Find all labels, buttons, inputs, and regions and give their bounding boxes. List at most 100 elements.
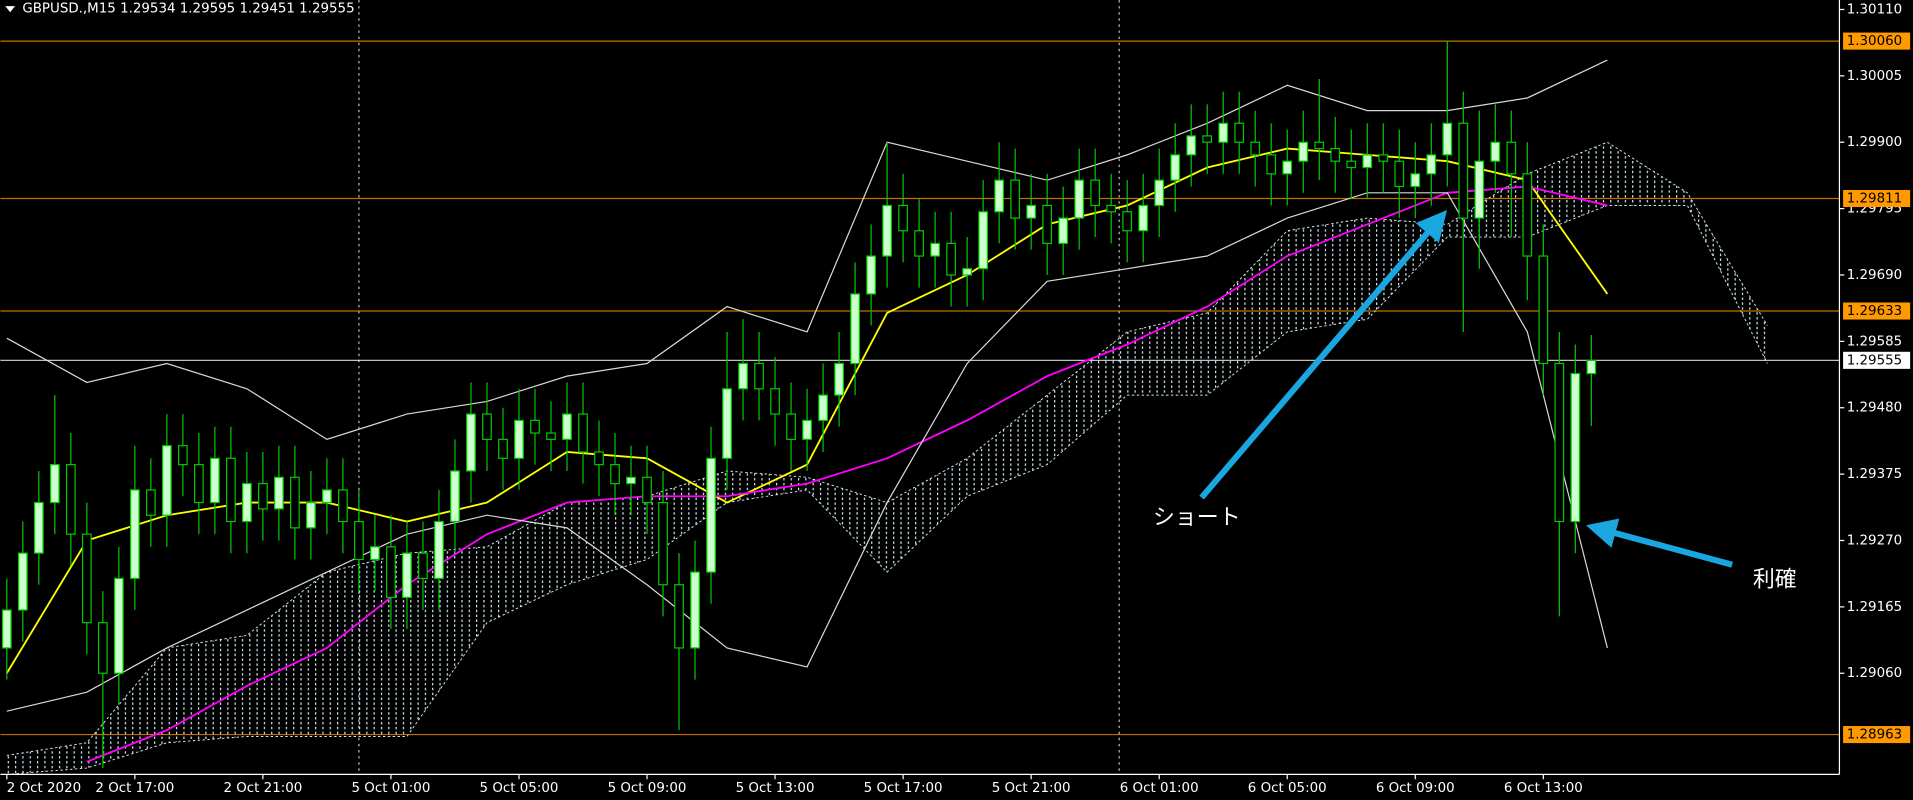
price-level-tag — [1843, 189, 1911, 208]
x-tick-label: 6 Oct 09:00 — [1376, 781, 1455, 796]
y-tick-label: 1.29690 — [1847, 268, 1902, 283]
candle-body — [129, 489, 140, 580]
x-tick-label: 2 Oct 2020 — [7, 781, 81, 796]
candle-body — [322, 489, 332, 504]
y-tick-label: 1.29165 — [1847, 600, 1902, 615]
candle-body — [978, 211, 989, 270]
candle-body — [1458, 122, 1469, 219]
candle-body — [466, 413, 476, 472]
candle-body — [1234, 122, 1245, 143]
indicator-line — [6, 192, 1608, 712]
candle-body — [770, 388, 780, 415]
candle-body — [722, 388, 732, 459]
candle-body — [962, 268, 973, 276]
candle-body — [1570, 372, 1581, 523]
candle-body — [17, 552, 28, 611]
candle-body — [434, 520, 444, 580]
candle-body — [1218, 122, 1229, 143]
candle-body — [1042, 204, 1053, 244]
candle-body — [594, 451, 604, 466]
x-tick-label: 5 Oct 01:00 — [351, 781, 430, 796]
annotation: 利確 — [1753, 567, 1797, 592]
candle-body — [193, 464, 204, 504]
candle-body — [1362, 154, 1373, 169]
price-level-tag — [1843, 32, 1911, 50]
y-tick-label: 1.29375 — [1847, 467, 1902, 482]
candle-body — [1266, 154, 1277, 175]
candle-body — [706, 457, 716, 573]
candle-body — [850, 293, 860, 365]
candle-body — [498, 438, 508, 459]
candle-body — [1538, 255, 1549, 365]
candle-body — [930, 242, 940, 257]
y-tick-label: 1.29585 — [1847, 334, 1902, 349]
candle-body — [65, 464, 76, 535]
candle-body — [81, 533, 92, 624]
price-level-label: 1.29811 — [1847, 191, 1902, 206]
candle-body — [354, 520, 364, 561]
candle-body — [258, 482, 268, 510]
candle-body — [1090, 179, 1101, 207]
candle-body — [882, 204, 892, 257]
candle-body — [1170, 154, 1181, 181]
cloud-edge — [6, 204, 1768, 775]
candle-body — [113, 577, 124, 674]
x-tick-label: 5 Oct 13:00 — [736, 781, 815, 796]
price-level-tag — [1843, 726, 1911, 744]
candle-body — [818, 394, 828, 421]
price-level-label: 1.30060 — [1847, 34, 1902, 49]
candle-body — [738, 362, 748, 390]
candle-body — [209, 457, 220, 504]
candle-body — [338, 489, 348, 523]
candle-body — [450, 470, 460, 523]
candle-body — [1554, 362, 1565, 523]
price-level-label: 1.29555 — [1847, 353, 1902, 368]
x-tick-label: 5 Oct 09:00 — [608, 781, 687, 796]
arrow — [1585, 518, 1733, 568]
price-level-tag — [1843, 302, 1911, 320]
candle-body — [1026, 204, 1037, 219]
candle-body — [1586, 359, 1597, 375]
candle-body — [1298, 141, 1309, 162]
menu-triangle[interactable] — [5, 6, 16, 13]
candle-body — [1378, 154, 1389, 162]
y-tick-label: 1.30110 — [1847, 2, 1902, 17]
candle-body — [514, 419, 524, 459]
candle-body — [1074, 179, 1085, 219]
candle-body — [1202, 135, 1213, 143]
candle-body — [1346, 160, 1357, 169]
candle-body — [1122, 211, 1133, 232]
y-tick-label: 1.29900 — [1847, 135, 1902, 150]
y-tick-label: 1.29270 — [1847, 533, 1902, 548]
candle-body — [562, 413, 572, 440]
plot-area — [0, 0, 1840, 775]
price-level-tag — [1843, 351, 1911, 369]
candle-body — [97, 622, 108, 674]
candle-body — [802, 419, 812, 440]
y-tick-label: 1.29060 — [1847, 666, 1902, 681]
candle-body — [1474, 160, 1485, 219]
candle-body — [418, 552, 428, 580]
candle-body — [1522, 173, 1533, 257]
candle-body — [994, 179, 1005, 213]
candle-body — [226, 457, 236, 523]
x-tick-label: 5 Oct 21:00 — [992, 781, 1071, 796]
x-tick-label: 6 Oct 01:00 — [1120, 781, 1199, 796]
candle-body — [1010, 179, 1021, 219]
candle-body — [242, 482, 252, 523]
y-tick-label: 1.30005 — [1847, 69, 1902, 84]
candle-body — [145, 489, 156, 516]
candle-body — [658, 501, 668, 586]
candle-body — [642, 476, 652, 504]
price-level-label: 1.28963 — [1847, 728, 1902, 743]
candle-body — [834, 362, 844, 396]
x-tick-label: 6 Oct 13:00 — [1504, 781, 1583, 796]
arrow — [1199, 209, 1448, 500]
candle-body — [370, 546, 380, 561]
candle-body — [1058, 217, 1069, 244]
x-tick-label: 2 Oct 17:00 — [95, 781, 174, 796]
candle-body — [306, 501, 316, 529]
candle-body — [1394, 160, 1405, 188]
candle-body — [290, 476, 300, 529]
